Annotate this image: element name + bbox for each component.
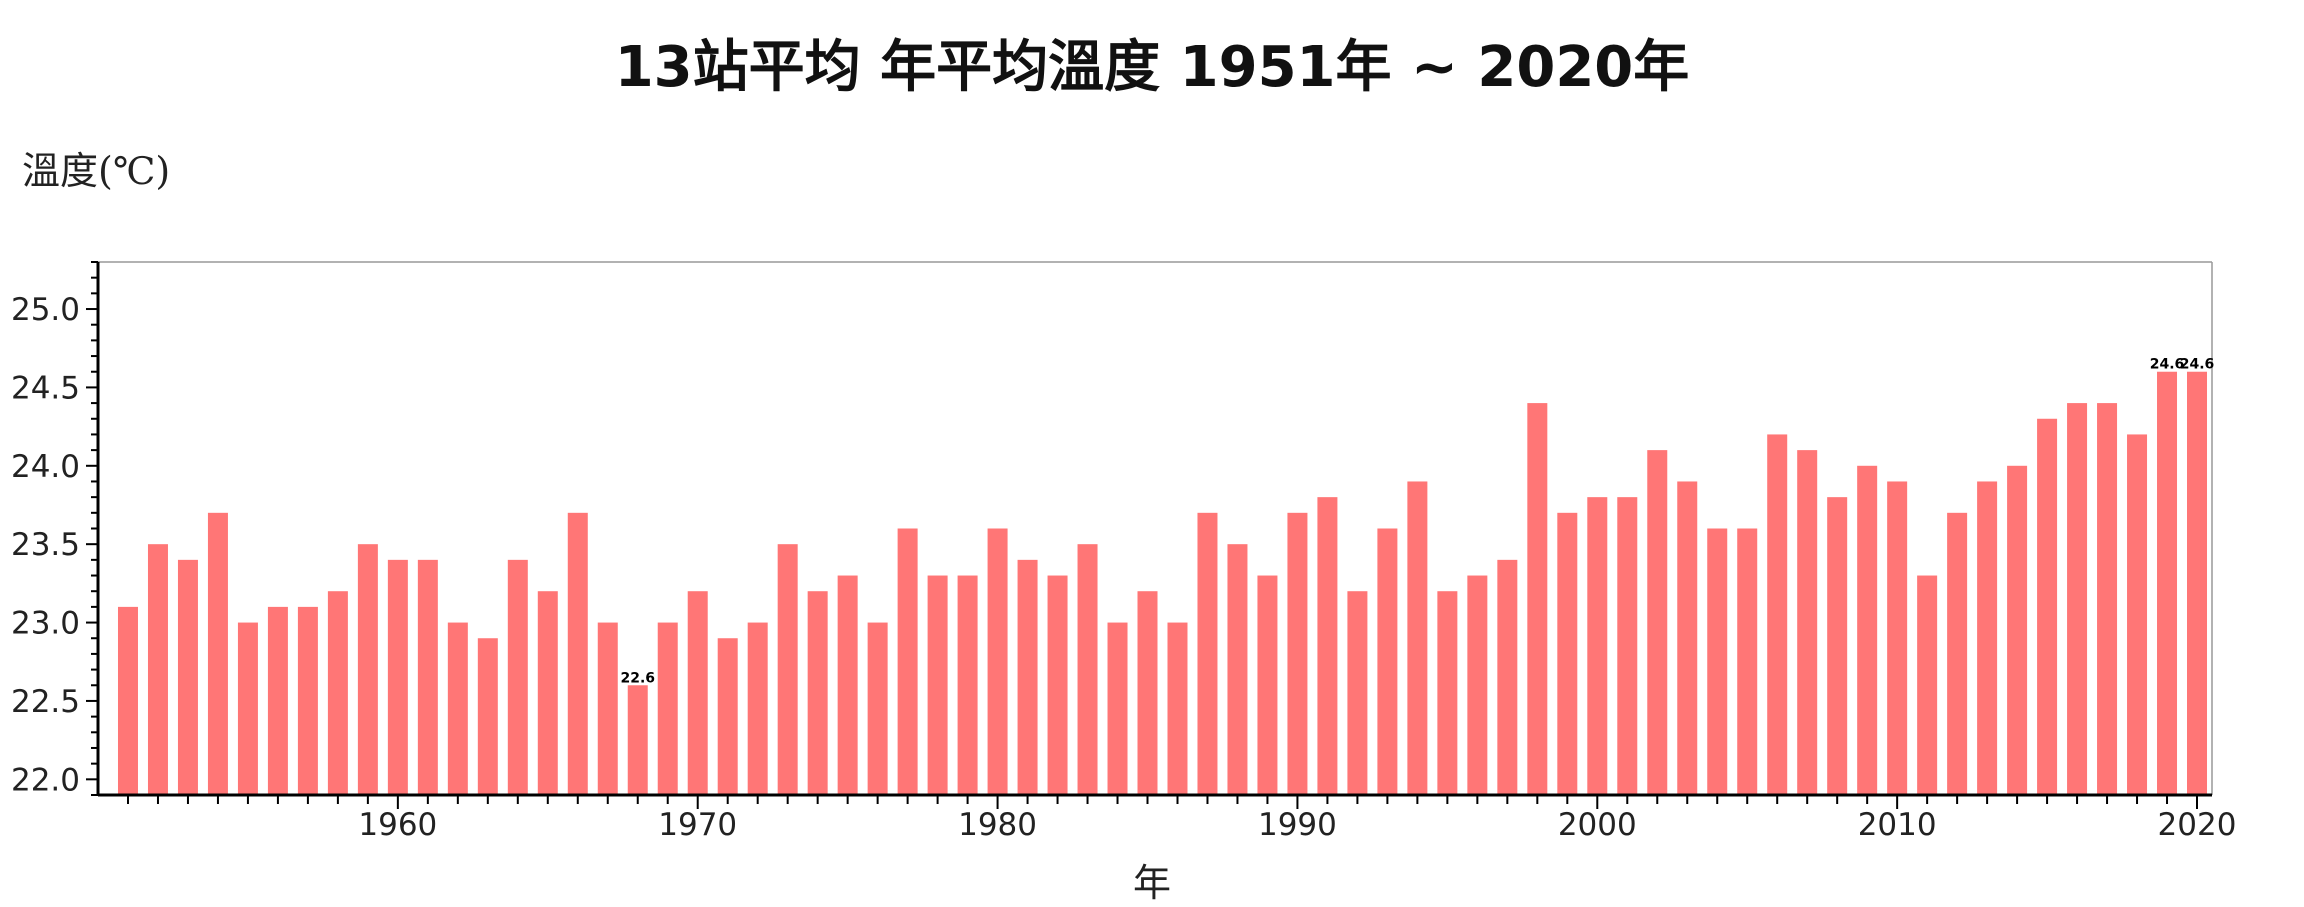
bar-2005 xyxy=(1737,528,1758,795)
bar-1977 xyxy=(897,528,918,795)
x-tick-label: 1980 xyxy=(958,807,1037,843)
bar-2016 xyxy=(2067,403,2088,795)
bar-1960 xyxy=(387,559,408,795)
y-tick-label: 24.5 xyxy=(11,370,80,406)
x-tick-label: 1970 xyxy=(658,807,737,843)
x-tick-label: 2020 xyxy=(2158,807,2237,843)
bar-1969 xyxy=(657,622,678,795)
bar-1987 xyxy=(1197,512,1218,795)
bar-1958 xyxy=(327,591,348,795)
bar-2010 xyxy=(1887,481,1908,795)
y-tick-label: 22.5 xyxy=(11,684,80,720)
bar-1951 xyxy=(117,606,138,795)
bar-2020 xyxy=(2187,371,2208,795)
bar-2001 xyxy=(1617,497,1638,795)
bar-1967 xyxy=(597,622,618,795)
bar-2002 xyxy=(1647,450,1668,795)
bar-1956 xyxy=(267,606,288,795)
bar-1989 xyxy=(1257,575,1278,795)
bar-1978 xyxy=(927,575,948,795)
bar-2008 xyxy=(1827,497,1848,795)
data-label-2019: 24.6 xyxy=(2150,357,2185,373)
x-tick-label: 1990 xyxy=(1258,807,1337,843)
bar-1952 xyxy=(147,544,168,795)
bar-2011 xyxy=(1917,575,1938,795)
bar-1986 xyxy=(1167,622,1188,795)
bar-1976 xyxy=(867,622,888,795)
bar-2013 xyxy=(1977,481,1998,795)
y-axis-label: 溫度(℃) xyxy=(22,149,171,193)
bar-2009 xyxy=(1857,465,1878,795)
y-tick-label: 22.0 xyxy=(11,762,80,798)
bar-2007 xyxy=(1797,450,1818,795)
bar-2014 xyxy=(2007,465,2028,795)
bar-1973 xyxy=(777,544,798,795)
bar-2015 xyxy=(2037,418,2058,795)
bar-1981 xyxy=(1017,559,1038,795)
bar-1961 xyxy=(417,559,438,795)
bar-1955 xyxy=(237,622,258,795)
bar-1954 xyxy=(207,512,228,795)
bar-1963 xyxy=(477,638,498,795)
y-tick-label: 23.5 xyxy=(11,527,80,563)
bar-1996 xyxy=(1467,575,1488,795)
bar-1957 xyxy=(297,606,318,795)
bar-1959 xyxy=(357,544,378,795)
bar-1965 xyxy=(537,591,558,795)
bar-1953 xyxy=(177,559,198,795)
y-tick-label: 23.0 xyxy=(11,606,80,642)
bar-1966 xyxy=(567,512,588,795)
bar-1974 xyxy=(807,591,828,795)
labels-layer: 22.0 22.5 23.0 23.5 24.0 24.5 25.0 1960 1970 1980… xyxy=(11,292,2236,843)
chart-title: 13站平均 年平均溫度 1951年 ~ 2020年 xyxy=(614,35,1690,100)
bar-1994 xyxy=(1407,481,1428,795)
bar-2012 xyxy=(1947,512,1968,795)
bar-1998 xyxy=(1527,403,1548,795)
x-tick-label: 2000 xyxy=(1558,807,1637,843)
bar-1985 xyxy=(1137,591,1158,795)
bar-2018 xyxy=(2127,434,2148,795)
bar-1991 xyxy=(1317,497,1338,795)
bar-1982 xyxy=(1047,575,1068,795)
y-tick-label: 24.0 xyxy=(11,449,80,485)
bar-2004 xyxy=(1707,528,1728,795)
bar-1975 xyxy=(837,575,858,795)
bar-1999 xyxy=(1557,512,1578,795)
data-label-1968: 22.6 xyxy=(620,670,655,686)
bar-1980 xyxy=(987,528,1008,795)
bar-2017 xyxy=(2097,403,2118,795)
bar-1984 xyxy=(1107,622,1128,795)
bar-1962 xyxy=(447,622,468,795)
bar-1995 xyxy=(1437,591,1458,795)
axes-layer xyxy=(86,261,2213,809)
x-tick-label: 1960 xyxy=(358,807,437,843)
bar-1990 xyxy=(1287,512,1308,795)
bar-1970 xyxy=(687,591,708,795)
bar-1979 xyxy=(957,575,978,795)
bar-1983 xyxy=(1077,544,1098,795)
bar-1964 xyxy=(507,559,528,795)
bar-2006 xyxy=(1767,434,1788,795)
bar-1992 xyxy=(1347,591,1368,795)
y-tick-label: 25.0 xyxy=(11,292,80,328)
bar-1993 xyxy=(1377,528,1398,795)
bar-2000 xyxy=(1587,497,1608,795)
bar-1988 xyxy=(1227,544,1248,795)
bar-1972 xyxy=(747,622,768,795)
bar-2019 xyxy=(2157,371,2178,795)
bar-1968 xyxy=(627,685,648,795)
bars-layer xyxy=(117,371,2208,795)
x-axis-label: 年 xyxy=(1132,861,1171,905)
x-tick-label: 2010 xyxy=(1858,807,1937,843)
data-label-2020: 24.6 xyxy=(2180,357,2215,373)
bar-2003 xyxy=(1677,481,1698,795)
bar-1971 xyxy=(717,638,738,795)
bar-1997 xyxy=(1497,559,1518,795)
